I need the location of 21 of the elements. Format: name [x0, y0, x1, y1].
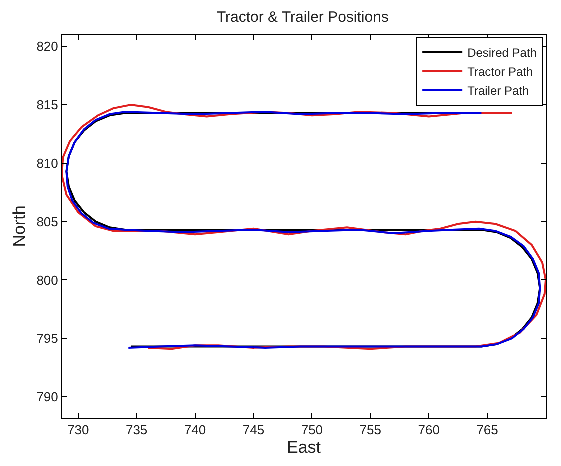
x-tick-label: 745 — [242, 422, 265, 438]
legend-label: Trailer Path — [468, 84, 530, 98]
x-tick-label: 755 — [360, 422, 382, 438]
y-tick-label: 800 — [36, 272, 58, 288]
legend-label: Desired Path — [468, 46, 537, 60]
legend-label: Tractor Path — [468, 65, 534, 80]
y-tick-label: 805 — [36, 214, 58, 230]
y-axis-title: North — [10, 206, 30, 248]
x-axis-title: East — [286, 438, 322, 457]
x-tick-label: 735 — [126, 422, 148, 438]
y-tick-label: 815 — [36, 98, 58, 113]
x-tick-label: 740 — [184, 422, 206, 438]
y-tick-label: 795 — [36, 331, 58, 346]
x-tick-label: 750 — [301, 422, 324, 438]
chart-title: Tractor & Trailer Positions — [216, 9, 389, 26]
x-tick-label: 765 — [476, 422, 498, 438]
x-tick-label: 730 — [68, 422, 90, 438]
y-tick-label: 820 — [36, 39, 58, 54]
x-tick-label: 760 — [418, 422, 440, 438]
y-tick-label: 810 — [36, 156, 58, 171]
y-tick-label: 790 — [36, 390, 58, 405]
